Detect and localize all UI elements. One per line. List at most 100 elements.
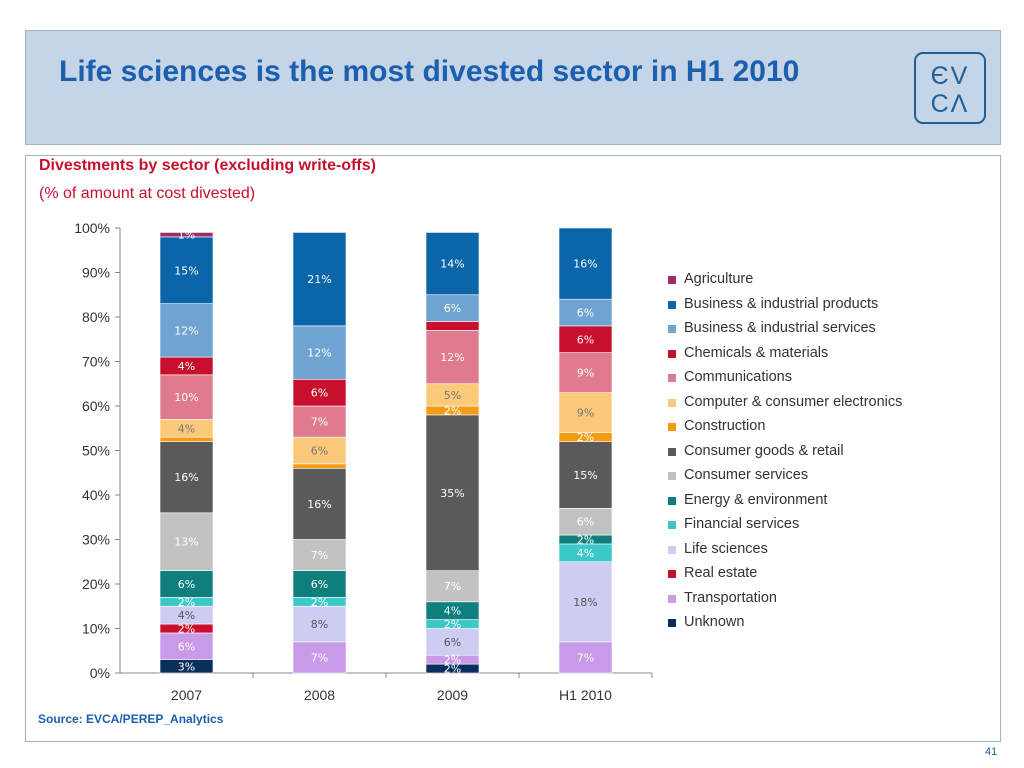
data-label: 2%	[577, 534, 594, 547]
data-label: 18%	[573, 596, 597, 609]
x-tick-label: 2008	[304, 687, 335, 703]
bar-segment	[159, 570, 214, 598]
bar-segment	[159, 374, 214, 420]
bar-segment	[558, 441, 613, 509]
bar-segment	[292, 641, 347, 674]
legend-swatch	[668, 325, 676, 333]
y-tick-label: 10%	[82, 621, 110, 637]
logo-bottom-text: CΛ	[930, 90, 970, 118]
chart-subtitle-units: (% of amount at cost divested)	[39, 185, 256, 202]
data-label: 6%	[311, 387, 328, 400]
legend-swatch	[668, 398, 676, 407]
bar-segment	[292, 467, 347, 540]
legend-label: Life sciences	[684, 540, 768, 557]
legend-swatch	[668, 570, 676, 578]
bar-segment	[558, 227, 613, 300]
bar-segment	[159, 441, 214, 514]
data-label: 9%	[577, 407, 594, 420]
data-label: 14%	[440, 258, 464, 271]
bar-segment	[558, 352, 613, 393]
bar-segment	[292, 539, 347, 571]
data-label: 16%	[573, 258, 597, 271]
data-label: 2%	[444, 404, 461, 417]
data-label: 7%	[444, 580, 461, 593]
data-label: 6%	[311, 578, 328, 591]
data-label: 1%	[178, 229, 195, 242]
data-label: 6%	[444, 302, 461, 315]
bar-segment	[558, 325, 613, 353]
legend-label: Business & industrial services	[684, 320, 876, 336]
data-label: 10%	[174, 391, 198, 404]
bar-segment	[558, 508, 613, 536]
slide-header: Life sciences is the most divested secto…	[25, 30, 1001, 145]
data-label: 6%	[444, 636, 461, 649]
legend-label: Computer & consumer electronics	[684, 393, 903, 410]
bar-segment	[292, 325, 347, 380]
legend-label: Consumer services	[684, 467, 809, 483]
legend-label: Chemicals & materials	[684, 344, 829, 361]
y-tick-label: 40%	[82, 487, 110, 503]
y-tick-label: 100%	[74, 220, 110, 236]
data-label: 16%	[174, 471, 198, 484]
data-label: 35%	[440, 487, 464, 500]
bar-segment	[558, 641, 613, 674]
data-label: 3%	[178, 660, 195, 673]
legend-label: Energy & environment	[684, 491, 828, 508]
data-label: 6%	[178, 578, 195, 591]
bar-segment	[159, 303, 214, 358]
data-label: 4%	[178, 609, 195, 622]
data-label: 2%	[444, 654, 461, 667]
data-label: 7%	[311, 416, 328, 429]
y-tick-label: 0%	[90, 665, 110, 681]
legend-label: Consumer goods & retail	[684, 442, 844, 459]
x-tick-label: 2007	[171, 687, 202, 703]
bar-segment	[425, 570, 480, 603]
legend-swatch	[668, 349, 676, 358]
data-label: 2%	[311, 596, 328, 609]
legend-swatch	[668, 496, 676, 505]
data-label: 8%	[311, 618, 328, 631]
data-label: 5%	[444, 389, 461, 402]
legend-label: Business & industrial products	[684, 295, 879, 312]
legend-swatch	[668, 545, 676, 554]
legend-swatch	[668, 276, 676, 284]
data-label: 4%	[577, 547, 594, 560]
legend-swatch	[668, 619, 676, 627]
data-label: 6%	[577, 333, 594, 346]
data-label: 16%	[307, 498, 331, 511]
bar-segment	[558, 392, 613, 433]
legend-label: Financial services	[684, 516, 800, 532]
data-label: 6%	[311, 445, 328, 458]
data-label: 6%	[577, 516, 594, 529]
bar-segment	[292, 570, 347, 598]
bar-segment	[558, 561, 613, 643]
bar-segment	[159, 512, 214, 571]
y-tick-label: 50%	[82, 443, 110, 459]
data-label: 6%	[178, 640, 195, 653]
data-label: 2%	[444, 663, 461, 676]
bar-segment	[292, 436, 347, 465]
legend-swatch	[668, 423, 676, 431]
data-label: 6%	[577, 307, 594, 320]
legend-label: Communications	[684, 369, 792, 385]
bar-segment	[159, 436, 214, 442]
data-label: 15%	[573, 469, 597, 482]
data-label: 7%	[311, 651, 328, 664]
x-tick-label: 2009	[437, 687, 468, 703]
data-label: 2%	[178, 623, 195, 636]
data-label: 12%	[440, 351, 464, 364]
bar-segment	[292, 232, 347, 327]
legend-label: Real estate	[684, 565, 758, 581]
bar-segment	[425, 414, 480, 571]
slide-title: Life sciences is the most divested secto…	[59, 55, 800, 88]
data-label: 7%	[311, 549, 328, 562]
y-tick-label: 60%	[82, 398, 110, 414]
bar-segment	[558, 298, 613, 327]
y-tick-label: 20%	[82, 576, 110, 592]
data-label: 2%	[444, 618, 461, 631]
data-label: 4%	[178, 360, 195, 373]
page-number: 41	[985, 746, 998, 758]
data-label: 2%	[577, 431, 594, 444]
y-tick-label: 70%	[82, 354, 110, 370]
x-tick-label: H1 2010	[559, 687, 612, 703]
